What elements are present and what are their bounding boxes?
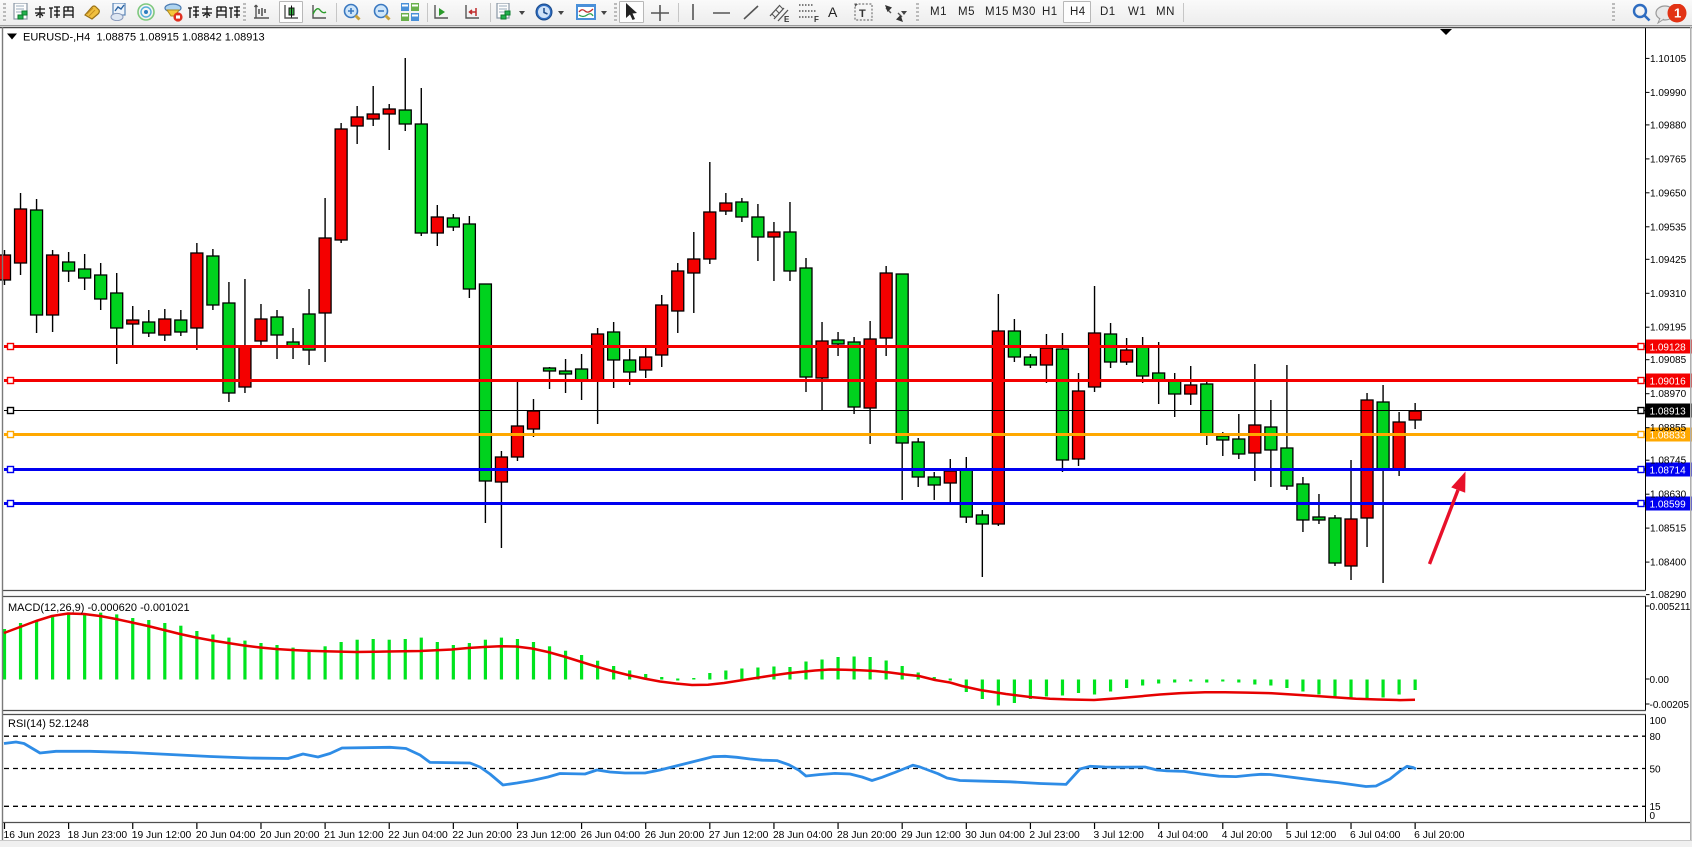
svg-text:1.08833: 1.08833 bbox=[1650, 430, 1687, 441]
svg-text:-0.00205: -0.00205 bbox=[1650, 700, 1690, 711]
svg-text:28 Jun 20:00: 28 Jun 20:00 bbox=[837, 830, 897, 841]
svg-text:1.08913: 1.08913 bbox=[1650, 406, 1687, 417]
svg-text:F: F bbox=[814, 15, 819, 23]
svg-text:21 Jun 12:00: 21 Jun 12:00 bbox=[324, 830, 384, 841]
svg-text:16 Jun 2023: 16 Jun 2023 bbox=[4, 830, 61, 841]
svg-text:1.09425: 1.09425 bbox=[1650, 255, 1687, 266]
svg-text:22 Jun 20:00: 22 Jun 20:00 bbox=[452, 830, 512, 841]
svg-text:23 Jun 12:00: 23 Jun 12:00 bbox=[516, 830, 576, 841]
svg-text:1.09535: 1.09535 bbox=[1650, 222, 1687, 233]
svg-text:1.08599: 1.08599 bbox=[1650, 499, 1687, 510]
svg-text:1.08630: 1.08630 bbox=[1650, 490, 1687, 501]
svg-text:3 Jul 12:00: 3 Jul 12:00 bbox=[1094, 830, 1145, 841]
svg-text:100: 100 bbox=[1650, 716, 1667, 727]
svg-text:0: 0 bbox=[1650, 811, 1656, 822]
svg-text:1.08714: 1.08714 bbox=[1650, 465, 1687, 476]
svg-text:50: 50 bbox=[1650, 765, 1662, 776]
svg-text:29 Jun 12:00: 29 Jun 12:00 bbox=[901, 830, 961, 841]
svg-text:EURUSD-,H4 1.08875 1.08915 1.: EURUSD-,H4 1.08875 1.08915 1.08842 1.089… bbox=[23, 32, 265, 44]
svg-text:6 Jul 20:00: 6 Jul 20:00 bbox=[1414, 830, 1465, 841]
svg-text:1.09765: 1.09765 bbox=[1650, 154, 1687, 165]
svg-text:1.09990: 1.09990 bbox=[1650, 88, 1687, 99]
svg-text:1.08855: 1.08855 bbox=[1650, 423, 1687, 434]
svg-text:1.09016: 1.09016 bbox=[1650, 376, 1687, 387]
svg-text:1.09650: 1.09650 bbox=[1650, 188, 1687, 199]
svg-text:4 Jul 04:00: 4 Jul 04:00 bbox=[1158, 830, 1209, 841]
svg-text:1.08290: 1.08290 bbox=[1650, 590, 1687, 601]
svg-text:27 Jun 12:00: 27 Jun 12:00 bbox=[709, 830, 769, 841]
svg-text:1.08970: 1.08970 bbox=[1650, 389, 1687, 400]
svg-text:1.09085: 1.09085 bbox=[1650, 355, 1687, 366]
svg-text:1.10105: 1.10105 bbox=[1650, 54, 1687, 65]
svg-text:E: E bbox=[784, 15, 790, 23]
svg-text:T: T bbox=[859, 8, 866, 20]
svg-text:0.005211: 0.005211 bbox=[1650, 602, 1691, 613]
svg-text:26 Jun 04:00: 26 Jun 04:00 bbox=[581, 830, 641, 841]
svg-text:26 Jun 20:00: 26 Jun 20:00 bbox=[645, 830, 705, 841]
svg-text:RSI(14) 52.1248: RSI(14) 52.1248 bbox=[8, 718, 89, 730]
svg-text:6 Jul 04:00: 6 Jul 04:00 bbox=[1350, 830, 1401, 841]
svg-text:1.08745: 1.08745 bbox=[1650, 456, 1687, 467]
svg-text:1.08400: 1.08400 bbox=[1650, 558, 1687, 569]
svg-text:19 Jun 12:00: 19 Jun 12:00 bbox=[132, 830, 192, 841]
svg-text:30 Jun 04:00: 30 Jun 04:00 bbox=[965, 830, 1025, 841]
svg-text:22 Jun 04:00: 22 Jun 04:00 bbox=[388, 830, 448, 841]
svg-text:1.09195: 1.09195 bbox=[1650, 323, 1687, 334]
svg-text:5 Jul 12:00: 5 Jul 12:00 bbox=[1286, 830, 1337, 841]
svg-text:1.08515: 1.08515 bbox=[1650, 524, 1687, 535]
svg-text:2 Jul 23:00: 2 Jul 23:00 bbox=[1029, 830, 1080, 841]
svg-text:4 Jul 20:00: 4 Jul 20:00 bbox=[1222, 830, 1273, 841]
svg-text:20 Jun 20:00: 20 Jun 20:00 bbox=[260, 830, 320, 841]
svg-text:1.09128: 1.09128 bbox=[1650, 342, 1687, 353]
svg-text:28 Jun 04:00: 28 Jun 04:00 bbox=[773, 830, 833, 841]
svg-text:80: 80 bbox=[1650, 732, 1662, 743]
svg-text:15: 15 bbox=[1650, 802, 1662, 813]
svg-text:1.09880: 1.09880 bbox=[1650, 120, 1687, 131]
svg-text:MACD(12,26,9) -0.000620 -0.001: MACD(12,26,9) -0.000620 -0.001021 bbox=[8, 602, 190, 614]
svg-text:18 Jun 23:00: 18 Jun 23:00 bbox=[68, 830, 128, 841]
svg-text:1.09310: 1.09310 bbox=[1650, 289, 1687, 300]
svg-text:0.00: 0.00 bbox=[1650, 675, 1670, 686]
svg-text:20 Jun 04:00: 20 Jun 04:00 bbox=[196, 830, 256, 841]
svg-text:1: 1 bbox=[1674, 6, 1681, 21]
